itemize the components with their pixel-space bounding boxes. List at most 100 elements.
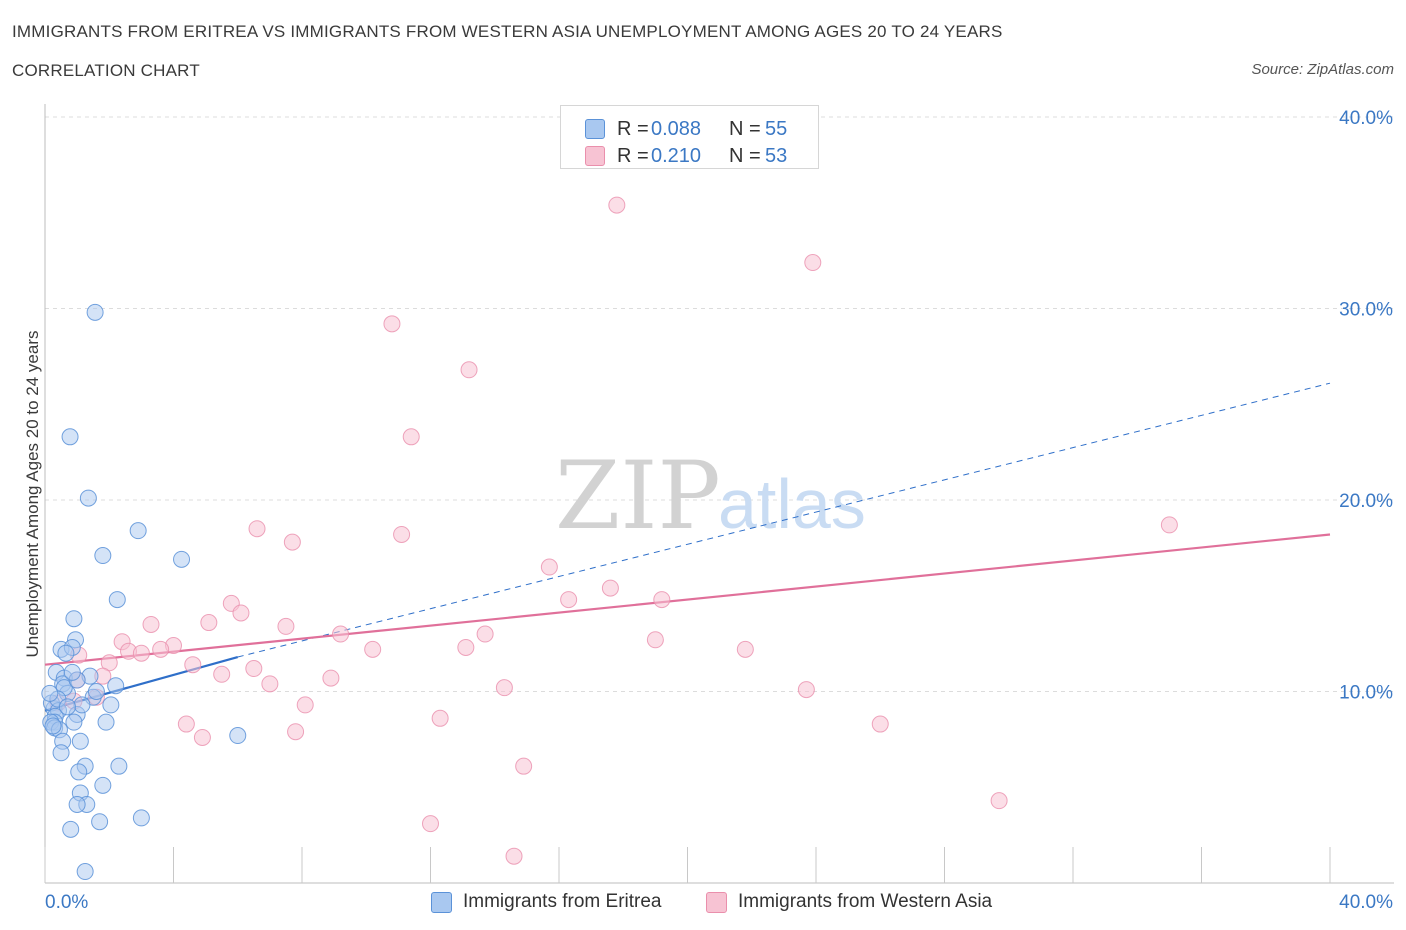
- data-point-eritrea: [63, 663, 81, 681]
- data-point-western-asia: [560, 591, 578, 609]
- data-point-western-asia: [646, 631, 664, 649]
- data-point-eritrea: [108, 591, 126, 609]
- legend-r-label: R =: [617, 117, 649, 140]
- data-point-eritrea: [70, 763, 88, 781]
- data-point-western-asia: [393, 525, 411, 543]
- data-point-western-asia: [736, 640, 754, 658]
- data-point-eritrea: [41, 684, 59, 702]
- data-point-western-asia: [283, 533, 301, 551]
- data-point-eritrea: [97, 713, 115, 731]
- data-point-eritrea: [65, 713, 83, 731]
- data-point-eritrea: [62, 820, 80, 838]
- legend-r-label: R =: [617, 144, 649, 167]
- data-point-eritrea: [52, 744, 70, 762]
- data-point-eritrea: [107, 677, 125, 695]
- bottom-legend-eritrea: Immigrants from Eritrea: [431, 889, 661, 915]
- data-point-eritrea: [58, 698, 76, 716]
- chart-title: IMMIGRANTS FROM ERITREA VS IMMIGRANTS FR…: [12, 22, 1003, 41]
- data-point-western-asia: [797, 681, 815, 699]
- legend-r-value: 0.088: [651, 117, 702, 140]
- bottom-legend-label-western-asia: Immigrants from Western Asia: [738, 891, 993, 912]
- data-point-western-asia: [422, 815, 439, 833]
- data-point-eritrea: [68, 795, 86, 813]
- data-point-eritrea: [73, 696, 91, 714]
- data-point-western-asia: [540, 558, 558, 576]
- legend-n-label: N =: [729, 117, 761, 140]
- data-point-western-asia: [152, 640, 170, 658]
- trend-line-eritrea-extended: [237, 382, 1331, 658]
- data-point-western-asia: [193, 728, 211, 746]
- bottom-legend-label-eritrea: Immigrants from Eritrea: [463, 891, 662, 912]
- data-point-eritrea: [71, 732, 89, 750]
- data-point-western-asia: [990, 792, 1008, 810]
- data-point-western-asia: [460, 361, 478, 379]
- data-point-eritrea: [94, 547, 112, 565]
- data-point-western-asia: [177, 715, 195, 733]
- trend-line-western-asia: [44, 533, 1331, 666]
- data-point-western-asia: [457, 638, 475, 656]
- source-label: Source: ZipAtlas.com: [1251, 61, 1394, 78]
- data-point-western-asia: [322, 669, 340, 687]
- data-point-eritrea: [173, 550, 191, 568]
- watermark-zip: ZIP: [555, 442, 721, 551]
- data-point-western-asia: [296, 696, 314, 714]
- legend-r-value: 0.210: [651, 144, 702, 167]
- legend-swatch-eritrea: [585, 119, 605, 139]
- data-point-eritrea: [110, 757, 128, 775]
- data-point-western-asia: [1160, 516, 1178, 534]
- data-point-eritrea: [129, 522, 147, 540]
- data-point-western-asia: [476, 625, 494, 643]
- legend-n-label: N =: [729, 144, 761, 167]
- chart-subtitle: CORRELATION CHART: [12, 61, 200, 80]
- data-point-western-asia: [213, 665, 231, 683]
- data-point-western-asia: [248, 520, 266, 538]
- data-point-western-asia: [132, 644, 150, 662]
- data-point-eritrea: [61, 428, 79, 446]
- y-tick-label: 10.0%: [1339, 683, 1393, 704]
- data-point-western-asia: [232, 604, 250, 622]
- data-point-eritrea: [229, 727, 247, 745]
- data-point-western-asia: [245, 660, 263, 678]
- data-point-western-asia: [364, 640, 382, 658]
- data-point-eritrea: [87, 683, 105, 700]
- data-point-western-asia: [142, 615, 160, 633]
- data-point-western-asia: [184, 656, 202, 674]
- data-point-western-asia: [601, 579, 619, 597]
- bottom-legend-swatch-eritrea: [431, 891, 452, 913]
- data-point-eritrea: [86, 303, 104, 321]
- data-point-eritrea: [44, 717, 62, 735]
- data-point-western-asia: [515, 757, 533, 775]
- data-point-western-asia: [608, 196, 626, 214]
- data-point-western-asia: [402, 428, 420, 446]
- data-point-eritrea: [102, 696, 120, 714]
- x-tick-label: 40.0%: [1339, 892, 1393, 913]
- data-point-western-asia: [277, 617, 295, 635]
- data-point-eritrea: [94, 776, 112, 794]
- correlation-legend: R = 0.088 N = 55 R = 0.210 N = 53: [560, 105, 819, 169]
- data-point-western-asia: [653, 591, 671, 609]
- data-point-western-asia: [332, 625, 350, 643]
- legend-n-value: 53: [765, 144, 788, 167]
- legend-row-eritrea: R = 0.088 N = 55: [585, 117, 787, 141]
- bottom-legend-swatch-western-asia: [706, 891, 727, 913]
- y-axis-label: Unemployment Among Ages 20 to 24 years: [23, 331, 42, 658]
- data-point-western-asia: [505, 847, 523, 865]
- data-point-western-asia: [431, 709, 449, 727]
- data-point-western-asia: [200, 614, 218, 632]
- legend-swatch-western-asia: [585, 146, 605, 166]
- data-point-western-asia: [287, 723, 305, 741]
- data-point-western-asia: [383, 315, 401, 333]
- data-point-western-asia: [495, 679, 513, 697]
- data-point-eritrea: [65, 610, 83, 628]
- data-point-western-asia: [261, 675, 279, 693]
- data-point-eritrea: [91, 813, 109, 831]
- y-tick-label: 30.0%: [1339, 300, 1393, 321]
- bottom-legend-western-asia: Immigrants from Western Asia: [706, 889, 992, 915]
- x-tick-label: 0.0%: [45, 892, 88, 913]
- y-tick-label: 20.0%: [1339, 491, 1393, 512]
- data-point-eritrea: [57, 644, 75, 662]
- legend-n-value: 55: [765, 117, 788, 140]
- data-point-western-asia: [871, 715, 889, 733]
- data-point-eritrea: [132, 809, 150, 827]
- y-tick-label: 40.0%: [1339, 108, 1393, 129]
